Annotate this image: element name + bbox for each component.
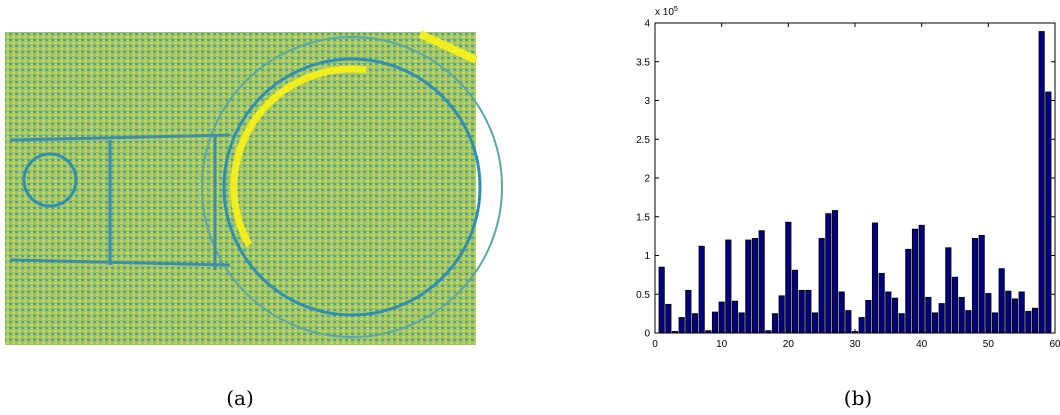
photo <box>5 30 503 345</box>
bar <box>705 330 712 334</box>
bar <box>891 297 899 334</box>
bar <box>898 313 905 334</box>
bar <box>925 296 932 334</box>
y-tick-label: 3.5 <box>636 57 650 68</box>
bar <box>938 303 945 334</box>
bar <box>985 293 992 334</box>
x-tick-label: 10 <box>716 339 728 350</box>
x-tick-label: 20 <box>783 339 795 350</box>
bar <box>771 313 779 334</box>
bar <box>838 291 845 334</box>
bar <box>951 276 959 334</box>
bar <box>818 238 825 334</box>
bar <box>665 303 672 334</box>
bar <box>685 289 692 334</box>
x-tick-label: 30 <box>849 339 861 350</box>
caption: (b) <box>844 386 872 410</box>
bar <box>1011 298 1019 334</box>
bar <box>1031 307 1039 334</box>
bar <box>778 295 785 334</box>
x-tick-label: 40 <box>916 339 928 350</box>
bar <box>718 301 725 334</box>
y-tick-label: 3 <box>644 96 650 107</box>
y-tick-label: 0 <box>644 329 650 340</box>
bar <box>738 312 745 334</box>
bar <box>1018 291 1025 334</box>
bar <box>825 213 832 334</box>
bar <box>798 289 805 334</box>
bar <box>671 331 679 334</box>
y-tick-label: 0.5 <box>636 290 650 301</box>
bar <box>751 238 759 334</box>
bar <box>698 245 705 334</box>
bar <box>691 313 699 334</box>
bar <box>785 221 792 334</box>
bar <box>991 312 999 334</box>
bar <box>871 222 879 334</box>
caption: (a) <box>226 386 254 410</box>
bar <box>945 247 952 334</box>
bar <box>931 312 939 334</box>
bar <box>1045 91 1052 334</box>
y-tick-label: 1 <box>644 251 650 262</box>
bar <box>885 291 892 334</box>
bar <box>765 330 772 334</box>
bar <box>1005 290 1012 334</box>
bar <box>758 230 765 334</box>
bar <box>918 224 925 334</box>
bar <box>805 289 812 334</box>
bar <box>878 272 885 334</box>
x-tick-label: 0 <box>652 339 658 350</box>
bar <box>745 239 752 334</box>
bar <box>971 238 979 334</box>
bar <box>1038 31 1045 334</box>
plot-frame <box>654 22 1056 334</box>
bar <box>811 312 819 334</box>
bar <box>658 266 665 334</box>
bar <box>831 210 839 334</box>
multiplier-exponent: 5 <box>674 6 678 13</box>
y-tick-label: 2.5 <box>636 135 650 146</box>
bar <box>865 300 872 334</box>
bar <box>965 310 972 334</box>
bar <box>998 268 1005 334</box>
multiplier-base: x 10 <box>655 7 674 18</box>
bar <box>725 239 732 334</box>
axis-multiplier: x 105 <box>655 6 678 18</box>
y-tick-label: 2 <box>644 174 650 185</box>
chart: 00.511.522.533.540 10 20 30 40 50 60 <box>636 19 1060 351</box>
x-tick-label: 60 <box>1049 339 1060 350</box>
bar <box>731 300 739 334</box>
y-tick-label: 4 <box>644 19 650 30</box>
bar <box>911 228 919 334</box>
x-tick-label: 50 <box>983 339 995 350</box>
bar <box>678 317 685 334</box>
bar <box>1025 310 1032 334</box>
bar <box>711 311 719 334</box>
bar <box>958 296 965 334</box>
bar <box>791 269 799 334</box>
bar <box>978 234 985 334</box>
y-tick-label: 1.5 <box>636 212 650 223</box>
bar <box>858 317 865 334</box>
bar <box>905 248 912 334</box>
bar <box>845 310 852 334</box>
